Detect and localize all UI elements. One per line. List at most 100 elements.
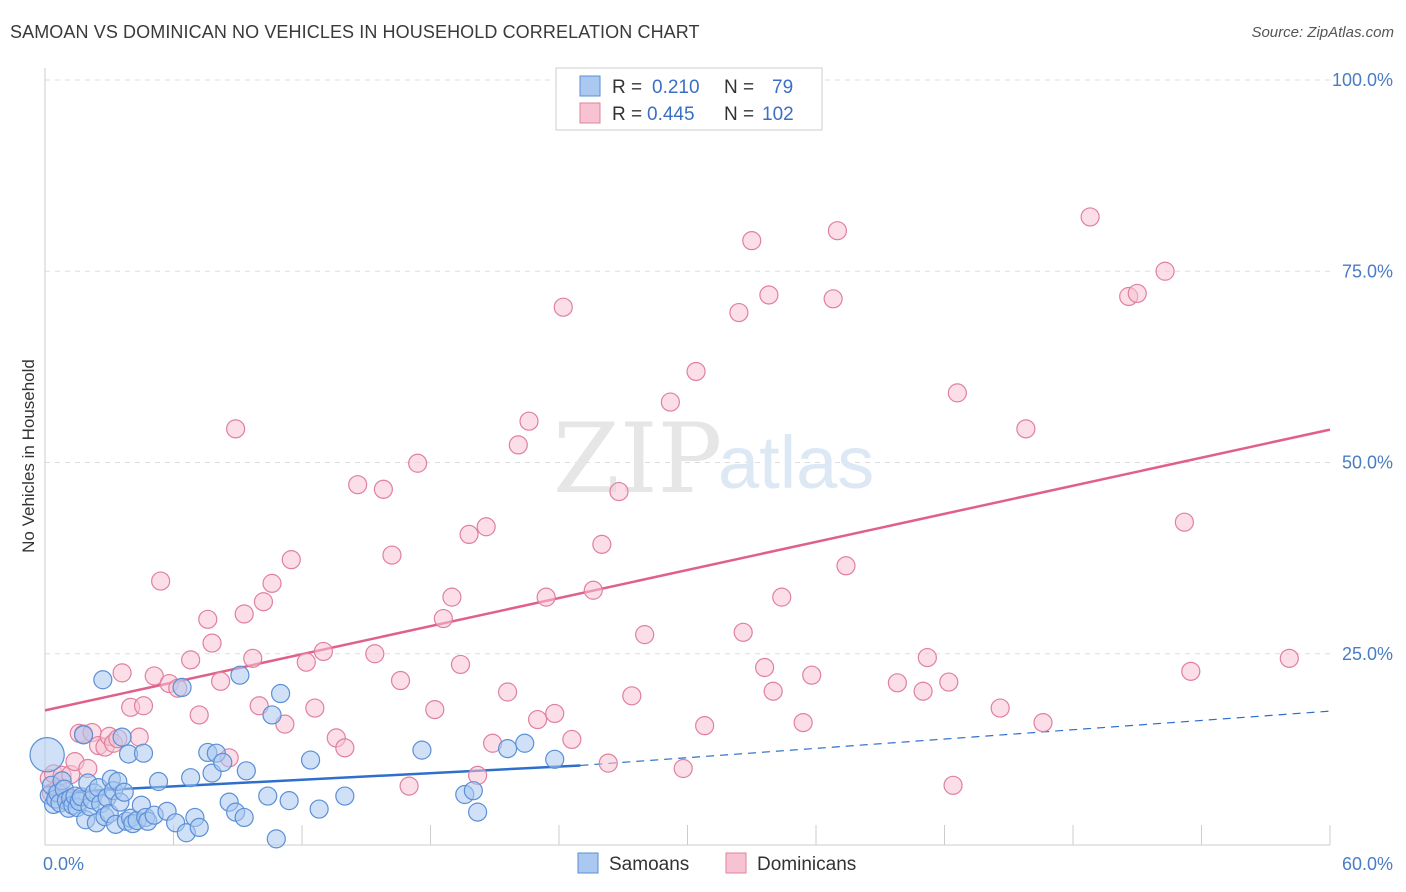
source-credit: Source: ZipAtlas.com (1251, 24, 1394, 41)
samoan-trend-extension (580, 710, 1331, 767)
legend-n-value-samoans: 79 (772, 77, 793, 98)
dominican-point-52 (433, 608, 453, 629)
correlation-legend: R = 0.210 N = 79 R = 0.445 N = 102 (555, 67, 823, 131)
data-points (29, 207, 1299, 849)
samoan-point-69 (300, 750, 321, 770)
dominican-point-85 (802, 665, 822, 685)
samoan-point-50 (172, 677, 192, 698)
y-tick-label-2: 75.0% (1342, 261, 1393, 281)
samoan-point-77 (515, 733, 535, 753)
dominican-point-86 (823, 289, 843, 309)
series-legend: Samoans Dominicans (577, 852, 856, 875)
watermark-zip: ZIP (553, 403, 722, 515)
dominican-point-31 (226, 419, 246, 439)
dominican-point-73 (660, 392, 680, 412)
dominican-point-68 (592, 534, 612, 554)
dominican-point-40 (305, 698, 325, 718)
dominican-point-90 (913, 681, 933, 701)
dominican-point-93 (943, 775, 963, 795)
dominican-point-91 (917, 647, 937, 668)
samoan-point-67 (270, 683, 291, 704)
dominican-point-102 (1174, 512, 1194, 532)
dominican-point-57 (476, 517, 496, 537)
dominican-point-69 (598, 753, 618, 773)
dominican-point-64 (545, 703, 565, 724)
dominican-point-50 (408, 453, 428, 473)
dominican-point-83 (772, 587, 792, 607)
samoan-point-74 (463, 781, 483, 801)
legend-swatch-dominicans (579, 102, 601, 124)
dominican-point-80 (754, 657, 775, 678)
dominican-point-32 (234, 604, 254, 624)
samoan-point-61 (230, 665, 250, 685)
samoan-trend-line (44, 764, 581, 795)
legend-r-value-dominicans: 0.445 (647, 104, 695, 125)
dominican-point-87 (827, 221, 848, 241)
dominican-point-21 (144, 666, 164, 686)
samoan-point-26 (93, 670, 113, 690)
dominican-point-36 (262, 573, 282, 593)
samoan-point-58 (213, 752, 233, 772)
dominican-point-77 (729, 302, 749, 323)
dominican-point-47 (382, 545, 402, 565)
x-tick-label-min: 0.0% (43, 854, 84, 874)
legend-n-label-dominicans: N = (724, 104, 754, 125)
dominican-point-51 (425, 699, 445, 720)
dominican-point-45 (365, 644, 385, 664)
dominican-point-98 (1080, 207, 1100, 227)
dominican-point-97 (1033, 712, 1053, 733)
dominican-point-95 (990, 698, 1010, 718)
samoan-point-68 (279, 791, 299, 811)
samoan-point-0 (29, 737, 65, 773)
dominican-point-65 (553, 297, 573, 317)
dominican-point-78 (733, 622, 753, 642)
dominican-point-44 (348, 475, 368, 495)
dominican-point-35 (253, 592, 274, 612)
dominican-point-100 (1127, 283, 1147, 304)
bottom-legend-swatch-samoans (577, 852, 599, 874)
dominican-point-33 (243, 648, 263, 668)
chart-title: SAMOAN VS DOMINICAN NO VEHICLES IN HOUSE… (10, 22, 700, 42)
samoan-point-52 (181, 768, 201, 788)
dominican-point-28 (202, 633, 222, 653)
dominican-point-76 (695, 716, 715, 736)
dominican-point-81 (759, 285, 779, 305)
dominican-point-60 (508, 435, 528, 455)
dominican-point-94 (947, 383, 967, 403)
dominican-point-49 (399, 776, 419, 796)
axes (44, 68, 1331, 846)
tick-labels: 25.0% 50.0% 75.0% 100.0% 0.0% 60.0% (43, 70, 1393, 874)
dominican-point-75 (686, 361, 706, 382)
dominican-point-19 (129, 727, 149, 747)
samoan-point-71 (335, 786, 355, 806)
watermark-atlas: atlas (718, 421, 874, 504)
y-tick-label-3: 100.0% (1332, 70, 1393, 90)
watermark: ZIP atlas (553, 403, 874, 515)
dominican-point-71 (622, 686, 642, 706)
samoan-point-62 (234, 807, 254, 828)
samoan-point-63 (236, 761, 256, 781)
dominican-point-53 (442, 587, 462, 607)
samoan-point-17 (73, 725, 94, 745)
dominican-point-66 (562, 729, 582, 750)
dominican-point-89 (887, 673, 907, 693)
y-tick-label-1: 50.0% (1342, 453, 1393, 473)
dominican-point-82 (763, 681, 783, 701)
dominican-point-72 (635, 625, 655, 645)
dominican-point-43 (335, 738, 355, 758)
dominican-point-62 (527, 709, 548, 730)
dominican-point-103 (1181, 661, 1201, 681)
bottom-legend-label-dominicans: Dominicans (757, 854, 856, 875)
legend-swatch-samoans (579, 75, 601, 97)
dominican-point-39 (296, 652, 316, 672)
dominican-point-26 (189, 705, 209, 725)
dominican-point-96 (1016, 419, 1036, 439)
bottom-legend-label-samoans: Samoans (609, 854, 689, 875)
samoan-point-66 (266, 829, 286, 849)
dominican-point-88 (836, 556, 856, 576)
samoan-point-75 (468, 802, 488, 822)
dominican-point-27 (198, 609, 218, 629)
dominican-point-29 (211, 671, 231, 691)
legend-n-value-dominicans: 102 (762, 104, 794, 125)
y-tick-label-0: 25.0% (1342, 644, 1393, 664)
